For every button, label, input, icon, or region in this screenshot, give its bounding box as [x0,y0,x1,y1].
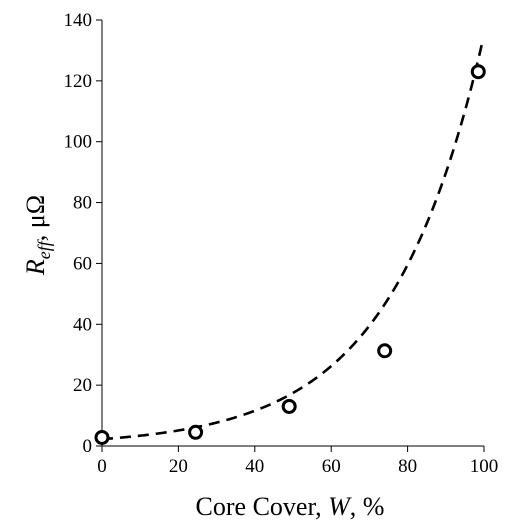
data-point [94,429,110,445]
y-axis-title: Reff, μΩ [21,195,54,276]
x-axis-title: Core Cover, W, % [196,492,385,521]
x-tick-label: 80 [398,456,417,477]
y-tick-label: 140 [64,10,93,31]
y-tick-label: 80 [73,193,92,214]
y-tick-label: 40 [73,314,92,335]
data-points [94,64,486,445]
x-tick-label: 100 [470,456,499,477]
y-tick-label: 100 [64,132,93,153]
y-tick-label: 120 [64,71,93,92]
y-tick-label: 60 [73,253,92,274]
y-axis-ticks: 0 20 40 60 80 100 120 140 [64,10,102,457]
x-tick-label: 20 [169,456,188,477]
x-tick-label: 0 [97,456,107,477]
fit-curve-line [101,42,484,441]
fit-curve-group [101,42,484,441]
x-axis-ticks: 0 20 40 60 80 100 [97,446,498,477]
data-point [188,424,204,440]
data-point [470,64,486,80]
y-tick-label: 0 [83,436,93,457]
x-tick-label: 60 [322,456,341,477]
data-point [377,343,393,359]
y-tick-label: 20 [73,375,92,396]
plot-frame [101,20,484,447]
x-tick-label: 40 [245,456,264,477]
data-point [281,398,297,414]
